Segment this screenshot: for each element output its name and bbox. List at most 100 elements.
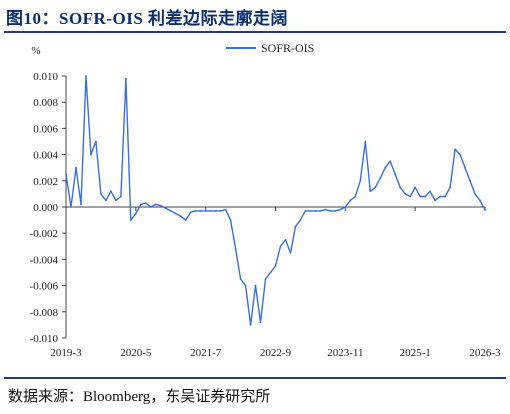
data-point [90, 153, 92, 156]
data-point [114, 199, 117, 202]
y-tick-label: -0.006 [30, 281, 59, 293]
data-point [129, 219, 132, 222]
data-point [209, 210, 212, 212]
data-point [359, 179, 362, 182]
data-point [204, 210, 207, 212]
data-point [469, 179, 471, 182]
x-tick-label: 2025-1 [400, 347, 431, 359]
data-point [324, 208, 327, 211]
y-axis-unit-label: % [31, 45, 40, 57]
data-point [444, 195, 446, 198]
chart-series [65, 75, 486, 326]
data-point [159, 204, 162, 207]
x-tick-label: 2023-11 [327, 347, 363, 359]
data-point [189, 211, 192, 214]
data-point [364, 140, 367, 143]
data-point [149, 206, 152, 208]
data-point [264, 278, 267, 280]
data-point [124, 77, 127, 80]
data-point [349, 199, 352, 202]
data-point [219, 210, 222, 212]
data-point [174, 212, 177, 215]
x-tick-label: 2021-7 [190, 347, 222, 359]
data-point [484, 208, 486, 211]
data-point [384, 166, 387, 169]
data-point [199, 210, 202, 212]
x-axis-ticks: 2019-3 2020-5 2021-7 2022-9 2023-11 2025-1 202… [50, 207, 501, 359]
data-point [229, 219, 232, 222]
y-tick-label: 0.008 [33, 97, 58, 109]
data-point [139, 203, 142, 206]
data-point [479, 199, 481, 202]
figure-title: 图10：SOFR-OIS 利差边际走廓走阔 [6, 9, 289, 28]
data-point [449, 186, 451, 189]
data-point [389, 160, 392, 163]
data-point [259, 321, 262, 324]
data-point [234, 248, 237, 250]
data-point [314, 210, 317, 212]
y-tick-label: 0.006 [33, 123, 58, 135]
chart-legend: SOFR-OIS [226, 41, 314, 55]
data-point [80, 203, 82, 206]
data-point [439, 195, 442, 198]
data-point [244, 284, 247, 287]
data-point [75, 166, 77, 169]
data-point [429, 190, 432, 193]
y-tick-label: -0.002 [30, 228, 58, 240]
data-point [279, 245, 282, 248]
data-point [214, 210, 217, 212]
data-point [379, 177, 382, 180]
data-point [354, 195, 357, 198]
data-point [299, 219, 302, 222]
data-point [459, 153, 461, 156]
data-source-note: 数据来源：Bloomberg，东吴证券研究所 [8, 389, 271, 405]
data-point [319, 210, 322, 212]
data-point [404, 193, 407, 195]
data-point [65, 173, 67, 176]
data-point [169, 210, 172, 212]
data-point [154, 203, 157, 206]
data-point [134, 212, 137, 215]
data-point [309, 210, 312, 212]
data-point [239, 278, 242, 280]
data-point [85, 75, 87, 77]
data-point [95, 140, 97, 143]
data-point [100, 193, 102, 195]
x-tick-label: 2020-5 [120, 347, 152, 359]
data-point [284, 238, 287, 241]
data-point [419, 195, 422, 198]
data-point [249, 324, 252, 326]
y-tick-label: 0.004 [33, 150, 58, 162]
data-point [289, 251, 292, 254]
data-point [224, 208, 227, 211]
data-point [294, 225, 297, 228]
data-point [179, 215, 182, 218]
data-point [424, 195, 427, 198]
series-line-0 [65, 75, 486, 326]
data-point [474, 193, 476, 195]
data-point [329, 210, 332, 212]
data-point [374, 186, 377, 189]
data-point [70, 206, 72, 208]
data-point [109, 190, 112, 193]
x-tick-label: 2019-3 [50, 347, 82, 359]
data-point [164, 207, 167, 210]
data-point [334, 210, 337, 212]
data-point [344, 206, 347, 208]
data-point [144, 202, 147, 204]
data-point [339, 208, 342, 211]
y-tick-label: -0.010 [30, 333, 59, 345]
x-tick-label: 2026-3 [469, 347, 501, 359]
data-point [434, 199, 437, 202]
y-tick-label: -0.004 [30, 254, 59, 266]
data-point [414, 186, 417, 189]
data-point [119, 195, 122, 198]
y-tick-label: 0.002 [33, 176, 58, 188]
data-point [274, 265, 277, 267]
data-point [304, 210, 307, 212]
data-point [105, 199, 107, 202]
y-tick-label: -0.008 [30, 307, 59, 319]
x-tick-label: 2022-9 [260, 347, 292, 359]
data-point [399, 186, 402, 189]
